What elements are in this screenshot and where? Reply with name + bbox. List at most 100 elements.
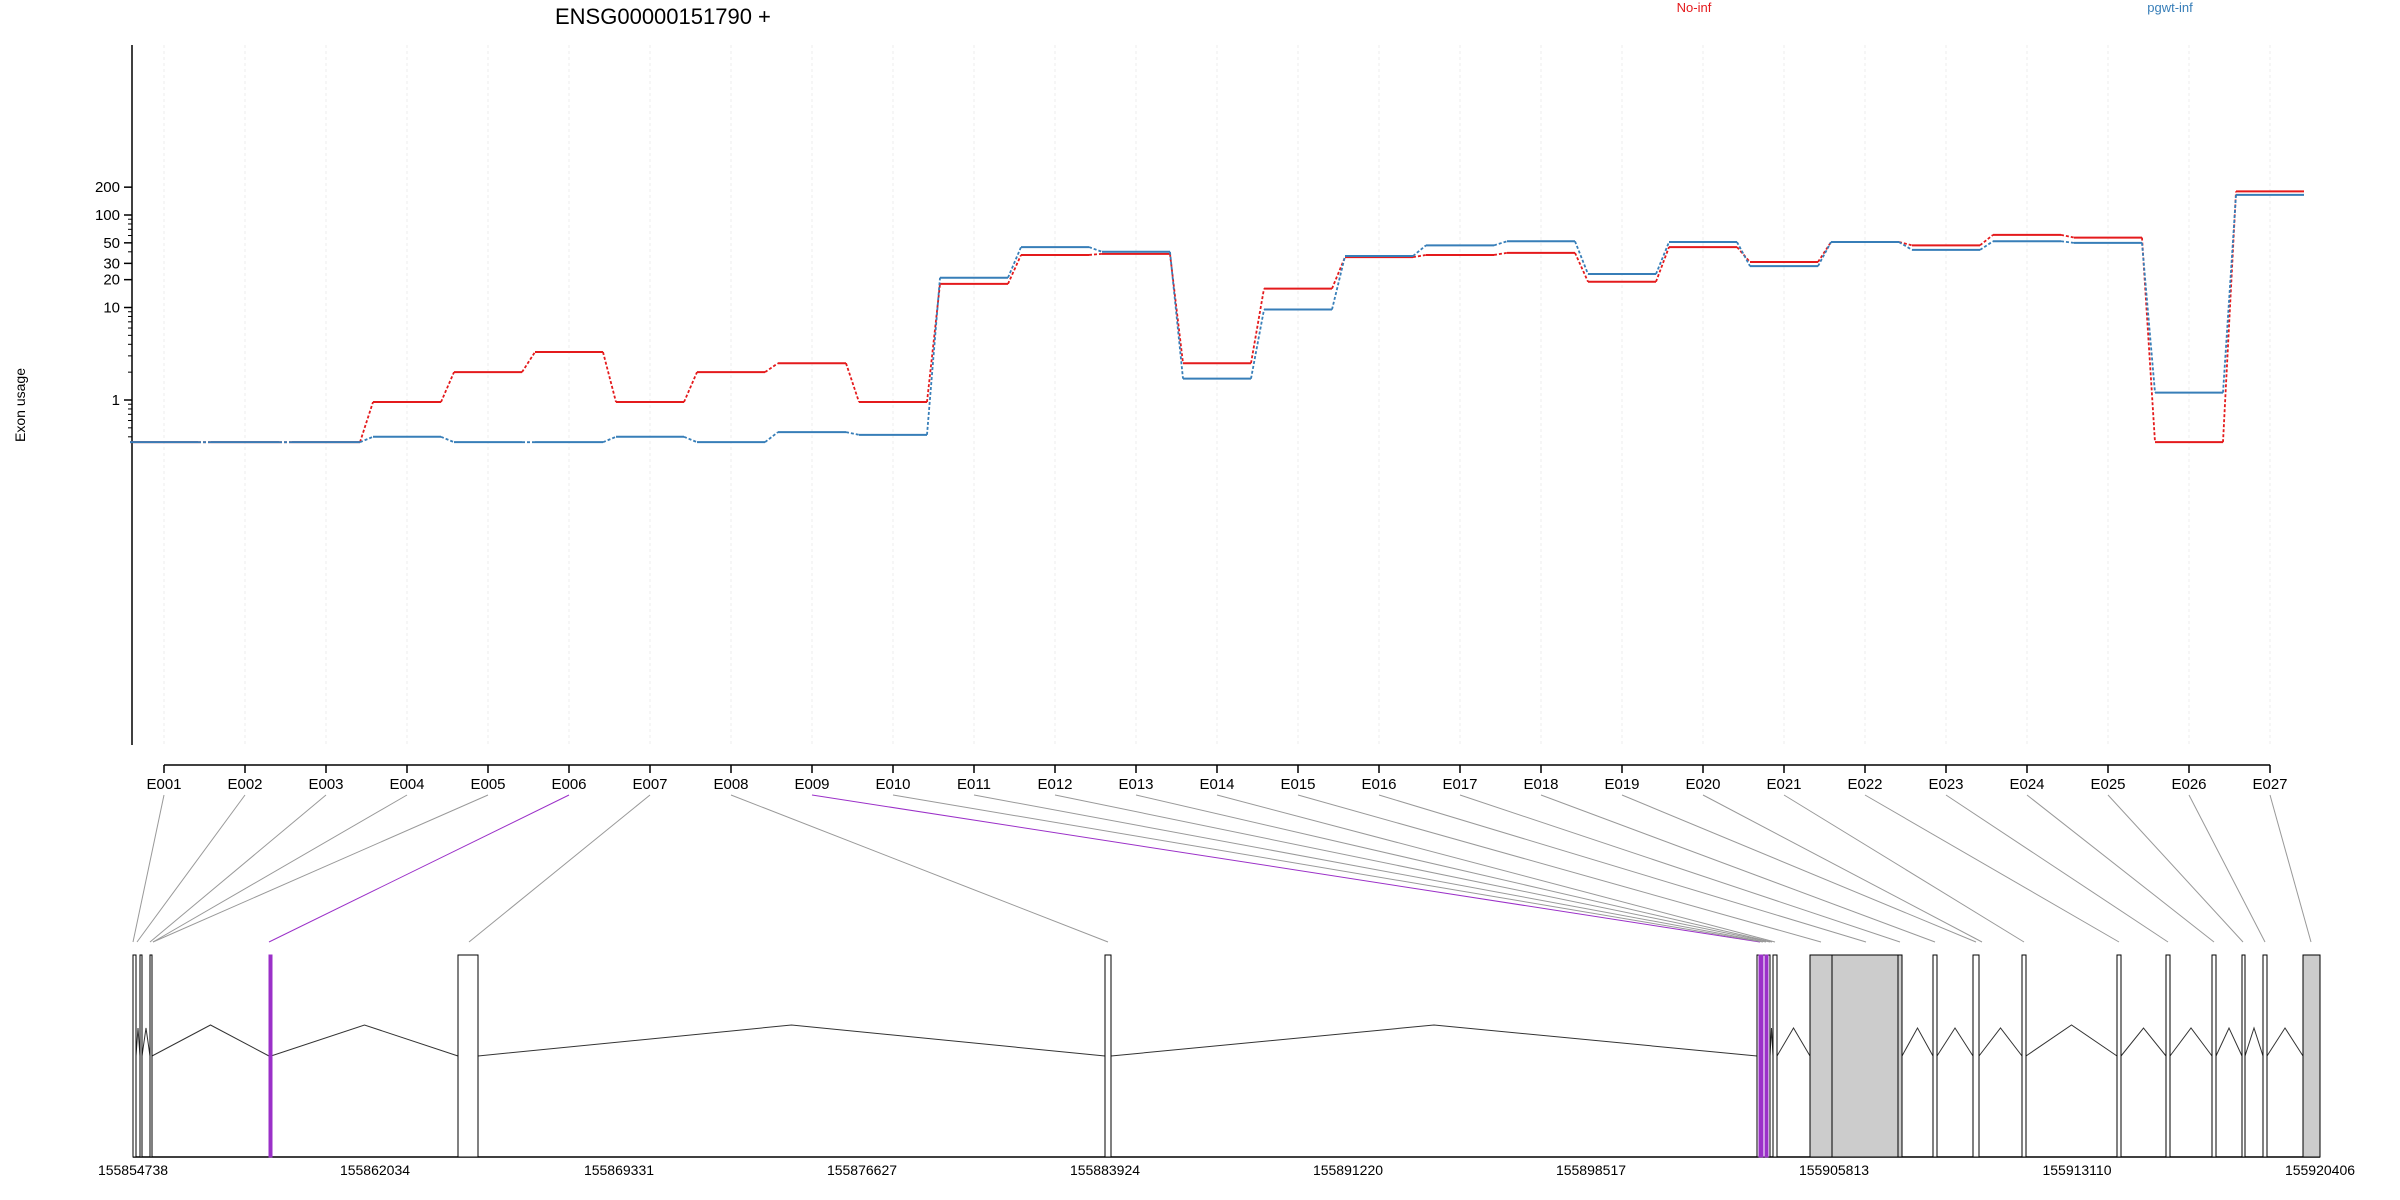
exon-connector-line	[152, 794, 408, 943]
coordinate-label: 155913110	[2042, 1162, 2111, 1178]
x-tick-label: E001	[146, 776, 181, 793]
exon-transition	[1412, 254, 1427, 259]
exon-box	[1831, 954, 1899, 1158]
x-tick-label: E016	[1361, 776, 1396, 793]
exon-transition	[1007, 254, 1022, 285]
x-tick-label: E021	[1766, 776, 1801, 793]
x-tick-label: E023	[1928, 776, 1963, 793]
exon-transition	[440, 371, 455, 403]
exon-box	[2241, 954, 2246, 1158]
exon-connector-line	[2107, 794, 2244, 943]
exon-transition	[845, 362, 860, 403]
x-tick-label: E012	[1037, 776, 1072, 793]
x-tick-label: E014	[1199, 776, 1234, 793]
intron-connector	[270, 1024, 459, 1057]
intron-connector	[1776, 1027, 1811, 1057]
exon-transition	[521, 351, 536, 373]
exon-box	[2116, 954, 2122, 1158]
coordinate-label: 155891220	[1313, 1162, 1383, 1178]
series-lines	[130, 190, 2304, 444]
y-tick-label: 10	[103, 300, 120, 317]
intron-connector	[135, 1027, 141, 1057]
intron-connector	[1901, 1026, 1934, 1057]
intron-connector	[1978, 1027, 2023, 1057]
exon-box	[1104, 954, 1112, 1158]
y-tick-label: 30	[103, 255, 120, 272]
highlighted-exon-marker	[1764, 954, 1769, 1158]
x-tick-label: E006	[551, 776, 586, 793]
exon-box	[457, 954, 479, 1158]
x-tick-label: E018	[1523, 776, 1558, 793]
highlighted-exon-marker	[268, 954, 273, 1158]
exon-transition	[1736, 241, 1751, 267]
x-tick-label: E019	[1604, 776, 1639, 793]
exon-connector-line	[2269, 794, 2312, 943]
intron-connector	[2215, 1026, 2243, 1057]
x-tick-label: E002	[227, 776, 262, 793]
coordinate-label: 155876627	[827, 1162, 897, 1178]
exon-connector-line	[1945, 794, 2169, 943]
intron-connector	[2169, 1027, 2213, 1057]
intron-connector	[477, 1024, 1106, 1057]
exon-connector-line	[973, 794, 1767, 943]
x-tick-label: E024	[2009, 776, 2044, 793]
coordinate-label: 155905813	[1799, 1162, 1869, 1178]
intron-connector	[141, 1027, 151, 1057]
x-tick-label: E022	[1847, 776, 1882, 793]
x-tick-label: E025	[2090, 776, 2125, 793]
exon-transition	[683, 371, 698, 403]
exon-connector-line	[2026, 794, 2215, 943]
exon-transition	[1574, 240, 1589, 275]
x-tick-label: E020	[1685, 776, 1720, 793]
exon-connector-line	[1783, 794, 2025, 943]
exon-box	[2302, 954, 2321, 1158]
exon-connector-line	[1621, 794, 1977, 943]
exon-connector-line	[136, 794, 246, 943]
exon-connector-line	[892, 794, 1764, 943]
exon-connector-line	[132, 794, 165, 943]
exon-connectors	[132, 794, 2312, 943]
exon-box	[1972, 954, 1980, 1158]
exon-transition	[2222, 191, 2237, 443]
exon-transition	[845, 431, 860, 436]
exon-connector-line	[268, 794, 570, 943]
gene-model: 155854738 155862034 155869331 155876627 1558…	[98, 954, 2355, 1178]
intron-connector	[2266, 1027, 2304, 1057]
y-tick-label: 100	[95, 207, 120, 224]
x-tick-label: E010	[875, 776, 910, 793]
exon-transition	[1493, 251, 1508, 256]
exon-connector-line	[2188, 794, 2266, 943]
exon-transition	[2060, 233, 2075, 239]
series-pgwt-inf	[130, 193, 2304, 444]
exon-box	[2211, 954, 2217, 1158]
exon-box	[1809, 954, 1833, 1158]
exon-transition	[2060, 240, 2075, 244]
exon-transition	[2141, 242, 2156, 393]
exon-transition	[1250, 309, 1265, 379]
coordinate-label: 155862034	[340, 1162, 410, 1178]
exon-transition	[1655, 246, 1670, 283]
exon-transition	[764, 431, 779, 443]
exon-transition	[1250, 288, 1265, 364]
x-tick-label: E005	[470, 776, 505, 793]
exon-transition	[2141, 237, 2156, 443]
x-tick-label: E007	[632, 776, 667, 793]
legend-entry-no-inf: No-inf	[1677, 0, 1712, 15]
exon-box	[149, 954, 153, 1158]
exon-connector-line	[1216, 794, 1776, 943]
x-axis: E001 E002 E003 E004 E005 E006 E007 E008 E009 E010…	[146, 764, 2288, 793]
coordinate-label: 155883924	[1070, 1162, 1140, 1178]
intron-connector	[2244, 1026, 2264, 1057]
exon-connector-line	[149, 794, 327, 943]
exon-connector-line	[1378, 794, 1867, 943]
exon-box	[1897, 954, 1903, 1158]
highlighted-exon-marker	[1758, 954, 1764, 1158]
exon-connector-line	[1702, 794, 1983, 943]
exon-connector-line	[1297, 794, 1822, 943]
exon-transition	[764, 362, 779, 373]
intron-connector	[1936, 1027, 1974, 1057]
x-tick-label: E004	[389, 776, 424, 793]
coordinate-label: 155869331	[584, 1162, 654, 1178]
